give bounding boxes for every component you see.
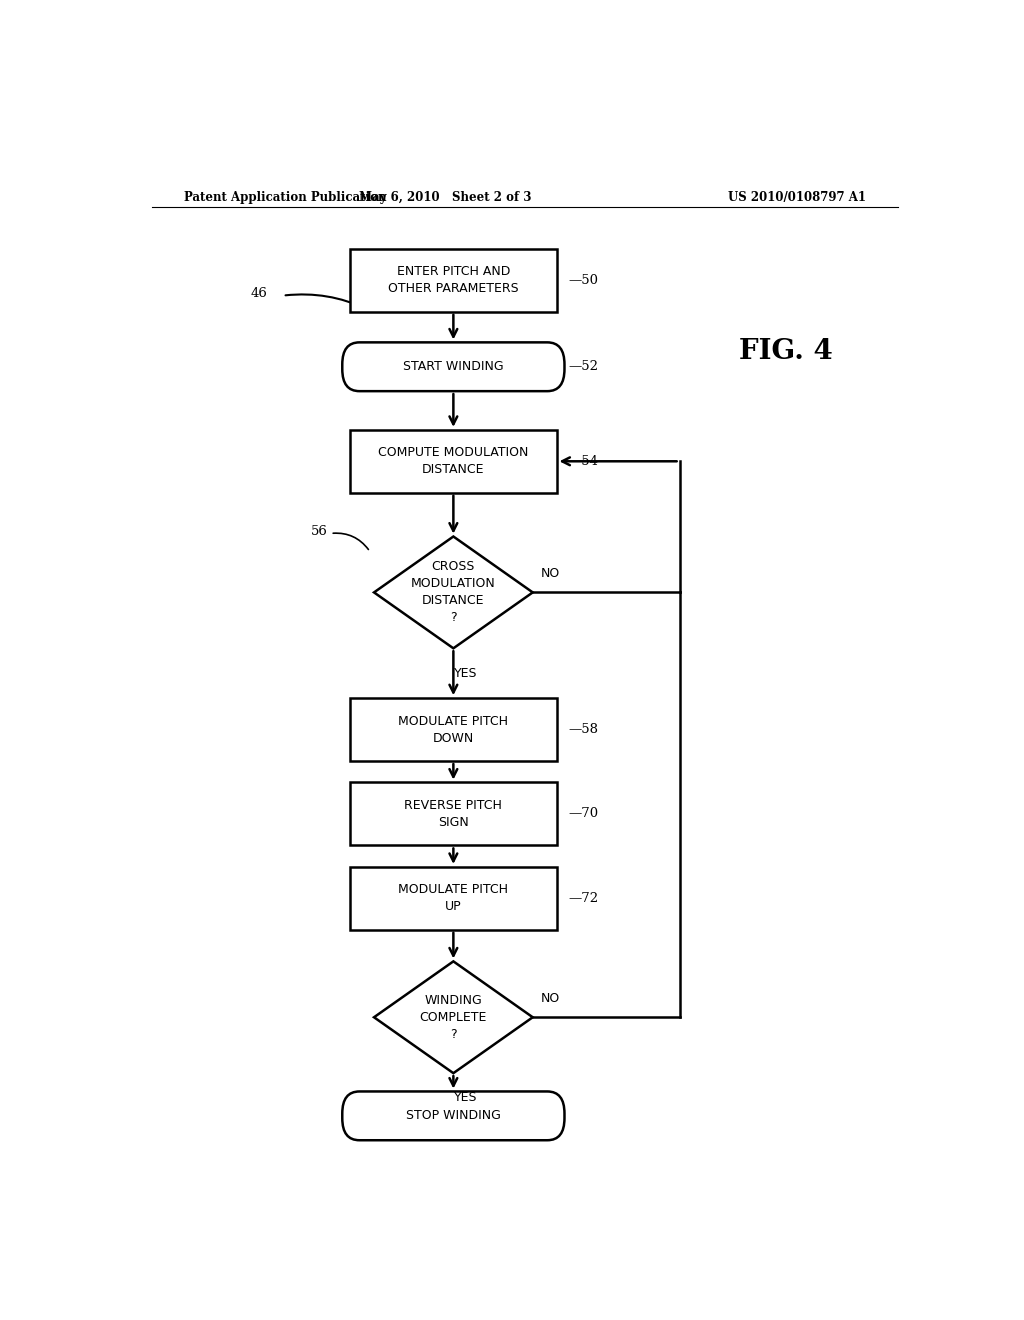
Text: MODULATE PITCH
UP: MODULATE PITCH UP <box>398 883 508 913</box>
Text: FIG. 4: FIG. 4 <box>739 338 833 366</box>
Text: —54: —54 <box>568 455 598 467</box>
Text: MODULATE PITCH
DOWN: MODULATE PITCH DOWN <box>398 714 508 744</box>
Text: START WINDING: START WINDING <box>403 360 504 374</box>
FancyBboxPatch shape <box>350 249 557 312</box>
Text: May 6, 2010   Sheet 2 of 3: May 6, 2010 Sheet 2 of 3 <box>359 191 531 203</box>
Text: US 2010/0108797 A1: US 2010/0108797 A1 <box>728 191 866 203</box>
Text: COMPUTE MODULATION
DISTANCE: COMPUTE MODULATION DISTANCE <box>378 446 528 477</box>
Text: —50: —50 <box>568 273 598 286</box>
FancyBboxPatch shape <box>350 783 557 846</box>
Polygon shape <box>374 961 532 1073</box>
FancyBboxPatch shape <box>350 867 557 929</box>
Text: 56: 56 <box>310 525 328 539</box>
Polygon shape <box>374 536 532 648</box>
Text: REVERSE PITCH
SIGN: REVERSE PITCH SIGN <box>404 799 503 829</box>
FancyBboxPatch shape <box>350 430 557 492</box>
Text: 46: 46 <box>251 286 268 300</box>
Text: WINDING
COMPLETE
?: WINDING COMPLETE ? <box>420 994 487 1040</box>
Text: NO: NO <box>541 568 560 581</box>
Text: YES: YES <box>454 1092 477 1105</box>
Text: ENTER PITCH AND
OTHER PARAMETERS: ENTER PITCH AND OTHER PARAMETERS <box>388 265 519 296</box>
FancyBboxPatch shape <box>350 698 557 762</box>
Text: YES: YES <box>454 667 477 680</box>
Text: —70: —70 <box>568 808 599 821</box>
Text: —72: —72 <box>568 892 599 904</box>
Text: Patent Application Publication: Patent Application Publication <box>183 191 386 203</box>
Text: —52: —52 <box>568 360 598 374</box>
Text: —58: —58 <box>568 723 598 737</box>
FancyBboxPatch shape <box>342 1092 564 1140</box>
FancyBboxPatch shape <box>342 342 564 391</box>
Text: STOP WINDING: STOP WINDING <box>406 1109 501 1122</box>
Text: NO: NO <box>541 993 560 1005</box>
Text: CROSS
MODULATION
DISTANCE
?: CROSS MODULATION DISTANCE ? <box>411 561 496 624</box>
